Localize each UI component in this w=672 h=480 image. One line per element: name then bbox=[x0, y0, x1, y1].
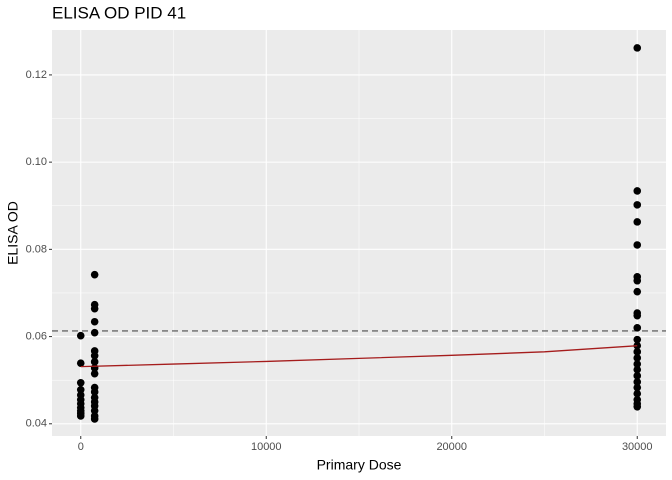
data-point bbox=[90, 388, 99, 396]
y-axis-title: ELISA OD bbox=[5, 201, 21, 265]
y-tick-label: 0.08 bbox=[26, 243, 47, 255]
data-point bbox=[633, 378, 642, 386]
data-point bbox=[633, 187, 642, 195]
data-point bbox=[633, 276, 642, 285]
data-point bbox=[633, 335, 642, 344]
data-point bbox=[633, 311, 642, 320]
data-point bbox=[90, 351, 99, 360]
data-point bbox=[633, 201, 642, 209]
data-point bbox=[633, 354, 642, 362]
data-point bbox=[90, 328, 99, 337]
x-axis-title: Primary Dose bbox=[317, 457, 402, 473]
data-point bbox=[633, 241, 642, 249]
y-tick-label: 0.06 bbox=[26, 330, 47, 342]
data-point bbox=[633, 218, 642, 226]
data-point bbox=[76, 412, 85, 420]
y-tick-label: 0.12 bbox=[26, 69, 47, 81]
data-point bbox=[633, 348, 642, 356]
data-point bbox=[633, 383, 642, 392]
data-point bbox=[90, 317, 99, 326]
x-tick-label: 0 bbox=[78, 441, 84, 453]
data-point bbox=[633, 287, 642, 296]
data-point bbox=[633, 360, 642, 368]
y-tick-label: 0.10 bbox=[26, 156, 47, 168]
data-point bbox=[633, 389, 642, 398]
x-tick-label: 20000 bbox=[436, 441, 467, 453]
data-point bbox=[633, 44, 642, 52]
data-point bbox=[90, 369, 99, 378]
data-point bbox=[633, 372, 642, 380]
data-point bbox=[633, 365, 642, 374]
x-tick-label: 10000 bbox=[251, 441, 282, 453]
data-point bbox=[90, 270, 99, 279]
data-point bbox=[90, 304, 99, 313]
fit-line bbox=[80, 345, 638, 368]
data-point bbox=[76, 385, 85, 394]
data-point bbox=[90, 415, 99, 423]
data-point bbox=[76, 378, 85, 387]
chart-title: ELISA OD PID 41 bbox=[52, 3, 186, 22]
y-tick-label: 0.04 bbox=[26, 418, 47, 430]
x-tick-label: 30000 bbox=[622, 441, 653, 453]
data-point bbox=[76, 331, 85, 340]
data-point bbox=[76, 359, 85, 367]
data-point bbox=[633, 324, 642, 332]
data-point bbox=[90, 358, 99, 366]
data-point bbox=[633, 402, 642, 411]
data-point bbox=[90, 406, 99, 415]
